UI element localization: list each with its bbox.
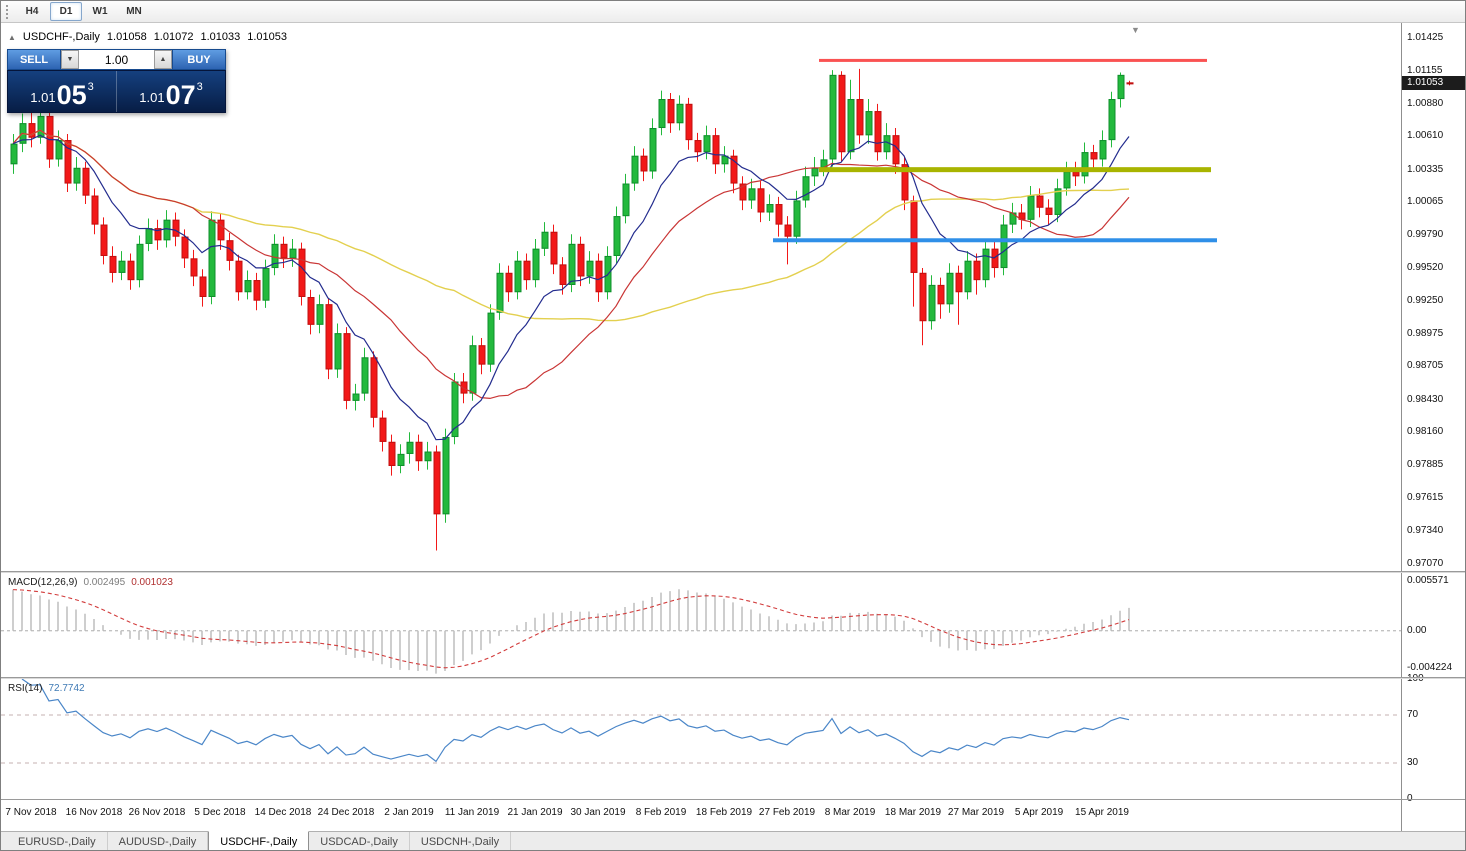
rsi-label: RSI(14) 72.7742 bbox=[8, 683, 85, 694]
axis-tick-label: 0.98160 bbox=[1407, 426, 1444, 438]
date-axis-label: 18 Feb 2019 bbox=[695, 807, 753, 818]
rsi-indicator-canvas[interactable] bbox=[1, 679, 1403, 799]
axis-tick-label: 30 bbox=[1407, 757, 1419, 768]
axis-tick-label: 0.98975 bbox=[1407, 327, 1444, 339]
buy-price-prefix: 1.01 bbox=[139, 90, 165, 105]
timeframe-button-mn[interactable]: MN bbox=[126, 6, 142, 17]
axis-tick-label: 0.97070 bbox=[1407, 557, 1444, 569]
symbol-name: USDCHF-,Daily bbox=[22, 31, 100, 43]
date-axis-label: 8 Feb 2019 bbox=[635, 807, 687, 818]
sell-price-display: 1.01 05 3 bbox=[8, 71, 116, 112]
chart-tab-audusd[interactable]: AUDUSD-,Daily bbox=[108, 832, 209, 850]
timeframe-button-d1[interactable]: D1 bbox=[50, 2, 82, 21]
date-axis-label: 2 Jan 2019 bbox=[384, 807, 434, 818]
axis-tick-label: -0.004224 bbox=[1407, 662, 1453, 674]
price-axis[interactable]: 1.01053 1.01425 1.01155 1.00880 1.00610 1.00… bbox=[1401, 23, 1465, 831]
timeframe-button-h4[interactable]: H4 bbox=[25, 6, 39, 17]
axis-tick-label: 70 bbox=[1407, 709, 1419, 720]
date-axis-label: 8 Mar 2019 bbox=[824, 807, 876, 818]
date-axis-label: 24 Dec 2018 bbox=[317, 807, 375, 818]
date-axis-label: 5 Apr 2019 bbox=[1014, 807, 1064, 818]
timeframe-toolbar: H4 D1 W1 MN bbox=[1, 1, 1465, 23]
chart-area: ▲ USDCHF-,Daily 1.01058 1.01072 1.01033 … bbox=[1, 23, 1403, 831]
axis-tick-label: 1.00065 bbox=[1407, 196, 1444, 208]
date-axis-label: 18 Mar 2019 bbox=[884, 807, 942, 818]
timeframe-button-w1[interactable]: W1 bbox=[92, 6, 108, 17]
date-axis-label: 26 Nov 2018 bbox=[128, 807, 186, 818]
axis-tick-label: 0.97340 bbox=[1407, 525, 1444, 537]
volume-increase-icon[interactable]: ▲ bbox=[154, 50, 172, 69]
buy-button[interactable]: BUY bbox=[172, 49, 226, 70]
ohlc-low: 1.01033 bbox=[200, 31, 241, 43]
axis-tick-label: 0.98430 bbox=[1407, 393, 1444, 405]
ohlc-high: 1.01072 bbox=[153, 31, 194, 43]
axis-tick-label: 0.005571 bbox=[1407, 575, 1449, 587]
toolbar-grip-handle[interactable] bbox=[6, 4, 11, 19]
trade-panel-buttons-row: SELL ▼ ▲ BUY bbox=[7, 49, 226, 70]
axis-tick-label: 0.97885 bbox=[1407, 459, 1444, 471]
volume-input[interactable] bbox=[79, 50, 154, 69]
sell-price-big-digits: 05 bbox=[56, 80, 87, 111]
axis-tick-label: 0.99250 bbox=[1407, 294, 1444, 306]
sell-price-prefix: 1.01 bbox=[30, 90, 56, 105]
current-price-box: 1.01053 bbox=[1402, 75, 1465, 90]
date-axis-label: 16 Nov 2018 bbox=[65, 807, 123, 818]
axis-tick-label: 1.00880 bbox=[1407, 97, 1444, 109]
axis-tick-label: 0.98705 bbox=[1407, 360, 1444, 372]
ohlc-close: 1.01053 bbox=[247, 31, 287, 43]
symbol-ohlc-header: ▲ USDCHF-,Daily 1.01058 1.01072 1.01033 … bbox=[8, 31, 287, 43]
date-axis-label: 27 Feb 2019 bbox=[758, 807, 816, 818]
axis-tick-label: 100 bbox=[1407, 674, 1424, 684]
macd-indicator-canvas[interactable] bbox=[1, 573, 1403, 677]
pane-separator[interactable] bbox=[1, 677, 1465, 679]
pane-separator[interactable] bbox=[1, 571, 1465, 573]
date-axis-label: 30 Jan 2019 bbox=[570, 807, 626, 818]
trade-panel-prices-row: 1.01 05 3 1.01 07 3 bbox=[7, 70, 226, 113]
chart-tab-usdcnh[interactable]: USDCNH-,Daily bbox=[410, 832, 512, 850]
axis-tick-label: 1.00335 bbox=[1407, 163, 1444, 175]
macd-name: MACD(12,26,9) bbox=[8, 577, 78, 588]
buy-price-display: 1.01 07 3 bbox=[116, 71, 225, 112]
axis-tick-label: 0.00 bbox=[1407, 624, 1427, 636]
rsi-name: RSI(14) bbox=[8, 683, 43, 694]
date-axis[interactable]: 7 Nov 2018 16 Nov 2018 26 Nov 2018 5 Dec 20… bbox=[1, 800, 1403, 831]
date-axis-label: 14 Dec 2018 bbox=[254, 807, 312, 818]
one-click-trade-panel: SELL ▼ ▲ BUY 1.01 05 3 1.01 07 3 bbox=[7, 49, 226, 113]
date-axis-label: 21 Jan 2019 bbox=[507, 807, 563, 818]
axis-tick-label: 0.99520 bbox=[1407, 262, 1444, 274]
macd-main-value: 0.002495 bbox=[83, 577, 126, 588]
main-chart-canvas[interactable] bbox=[1, 23, 1403, 571]
chart-tab-usdchf[interactable]: USDCHF-,Daily bbox=[208, 831, 310, 850]
sell-price-pipette: 3 bbox=[87, 81, 94, 93]
axis-tick-label: 1.00610 bbox=[1407, 130, 1444, 142]
axis-tick-label: 1.01425 bbox=[1407, 32, 1444, 44]
buy-price-pipette: 3 bbox=[196, 81, 203, 93]
date-axis-label: 7 Nov 2018 bbox=[5, 807, 57, 818]
volume-field: ▼ ▲ bbox=[61, 49, 172, 70]
chart-tabs-bar: EURUSD-,Daily AUDUSD-,Daily USDCHF-,Daily U… bbox=[1, 831, 1465, 850]
buy-price-big-digits: 07 bbox=[165, 80, 196, 111]
volume-decrease-icon[interactable]: ▼ bbox=[61, 50, 79, 69]
rsi-value: 72.7742 bbox=[48, 683, 85, 694]
macd-signal-value: 0.001023 bbox=[131, 577, 173, 588]
pane-separator bbox=[1, 799, 1465, 800]
chart-shift-marker-icon[interactable]: ▼ bbox=[1131, 25, 1140, 35]
date-axis-label: 15 Apr 2019 bbox=[1075, 807, 1129, 818]
axis-tick-label: 1.01155 bbox=[1407, 64, 1443, 76]
timeframe-buttons: H4 D1 W1 MN bbox=[16, 2, 150, 21]
date-axis-label: 27 Mar 2019 bbox=[947, 807, 1005, 818]
ohlc-open: 1.01058 bbox=[106, 31, 147, 43]
chart-tab-eurusd[interactable]: EURUSD-,Daily bbox=[7, 832, 108, 850]
axis-tick-label: 0.99790 bbox=[1407, 229, 1444, 241]
axis-tick-label: 0.97615 bbox=[1407, 491, 1444, 503]
collapse-trade-panel-icon[interactable]: ▲ bbox=[8, 32, 16, 42]
chart-tab-usdcad[interactable]: USDCAD-,Daily bbox=[309, 832, 410, 850]
macd-label: MACD(12,26,9) 0.002495 0.001023 bbox=[8, 577, 173, 588]
date-axis-label: 11 Jan 2019 bbox=[444, 807, 500, 818]
sell-button[interactable]: SELL bbox=[7, 49, 61, 70]
date-axis-label: 5 Dec 2018 bbox=[194, 807, 246, 818]
axis-tick-label: 0 bbox=[1407, 794, 1413, 804]
